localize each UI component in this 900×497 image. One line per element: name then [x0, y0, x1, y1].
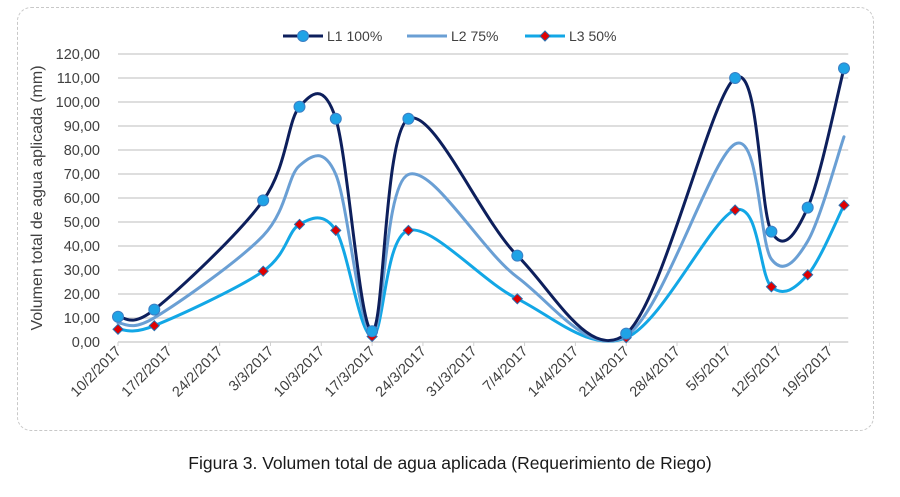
- legend-label: L2 75%: [451, 28, 498, 44]
- x-tick-label: 14/4/2017: [525, 344, 582, 401]
- data-point: [402, 224, 415, 237]
- data-point: [329, 112, 342, 125]
- y-tick-label: 40,00: [64, 239, 100, 255]
- y-tick-label: 30,00: [64, 263, 100, 279]
- legend-item: L1 100%: [283, 28, 382, 44]
- series-line: [116, 135, 846, 343]
- figure-caption: Figura 3. Volumen total de agua aplicada…: [188, 453, 712, 473]
- x-tick-label: 3/3/2017: [226, 344, 277, 395]
- series-l3-50-: [112, 199, 850, 344]
- x-tick-label: 7/4/2017: [480, 344, 531, 395]
- x-tick-label: 21/4/2017: [576, 344, 633, 401]
- y-tick-label: 60,00: [64, 191, 100, 207]
- data-point: [765, 281, 778, 293]
- legend-label: L1 100%: [327, 28, 382, 44]
- chart-frame: [17, 7, 874, 431]
- legend-marker: [539, 30, 551, 42]
- data-point: [838, 199, 850, 211]
- x-tick-label: 24/3/2017: [373, 344, 430, 401]
- data-point: [293, 100, 306, 113]
- x-tick-label: 10/3/2017: [271, 344, 328, 401]
- x-tick-label: 19/5/2017: [779, 344, 836, 401]
- y-tick-label: 120,00: [56, 47, 100, 63]
- series-l2-75-: [116, 135, 846, 343]
- data-point: [257, 194, 270, 207]
- data-point: [366, 325, 379, 338]
- series-group: [112, 62, 850, 344]
- data-point: [511, 293, 524, 305]
- y-tick-label: 80,00: [64, 143, 100, 159]
- legend: L1 100% L2 75% L3 50%: [283, 28, 616, 44]
- series-line: [116, 203, 846, 343]
- x-tick-label: 24/2/2017: [170, 344, 227, 401]
- data-point: [801, 269, 814, 281]
- x-tick-label: 28/4/2017: [627, 344, 684, 401]
- series-line: [116, 66, 846, 342]
- y-tick-label: 100,00: [56, 95, 100, 111]
- legend-item: L3 50%: [525, 28, 616, 44]
- data-point: [402, 112, 415, 125]
- x-tick-label: 17/3/2017: [322, 344, 379, 401]
- x-tick-label: 12/5/2017: [729, 344, 786, 401]
- series-l1-100-: [112, 62, 850, 342]
- y-tick-label: 110,00: [57, 71, 100, 87]
- x-tick-label: 10/2/2017: [68, 344, 125, 401]
- legend-item: L2 75%: [407, 28, 498, 44]
- data-point: [257, 265, 269, 277]
- data-point: [511, 249, 524, 262]
- data-point: [801, 201, 814, 214]
- data-point: [838, 62, 850, 75]
- legend-label: L3 50%: [569, 28, 616, 44]
- data-point: [112, 310, 124, 323]
- data-point: [729, 204, 741, 216]
- y-axis-title: Volumen total de agua aplicada (mm): [29, 65, 46, 330]
- data-point: [293, 218, 306, 231]
- y-tick-label: 10,00: [64, 311, 100, 327]
- y-tick-label: 20,00: [64, 287, 100, 303]
- gridlines: [118, 53, 849, 319]
- data-point: [112, 323, 124, 335]
- data-point: [620, 327, 633, 340]
- data-point: [330, 224, 342, 237]
- y-tick-label: 50,00: [64, 215, 100, 231]
- y-tick-label: 90,00: [64, 119, 100, 135]
- data-point: [765, 225, 778, 238]
- data-point: [148, 303, 161, 316]
- x-tick-label: 17/2/2017: [119, 344, 176, 401]
- data-point: [729, 72, 742, 84]
- x-tick-label: 5/5/2017: [683, 344, 734, 395]
- y-tick-label: 70,00: [64, 167, 100, 183]
- legend-marker: [297, 30, 309, 42]
- y-tick-label: 0,00: [72, 335, 100, 351]
- line-chart: 0,00 10,00 20,00 30,00 40,00 50,00 60,00 70,00 8…: [29, 28, 850, 400]
- x-tick-label: 31/3/2017: [424, 344, 481, 401]
- data-point: [148, 319, 161, 332]
- y-axis-ticks: 0,00 10,00 20,00 30,00 40,00 50,00 60,00 70,00 8…: [56, 47, 100, 351]
